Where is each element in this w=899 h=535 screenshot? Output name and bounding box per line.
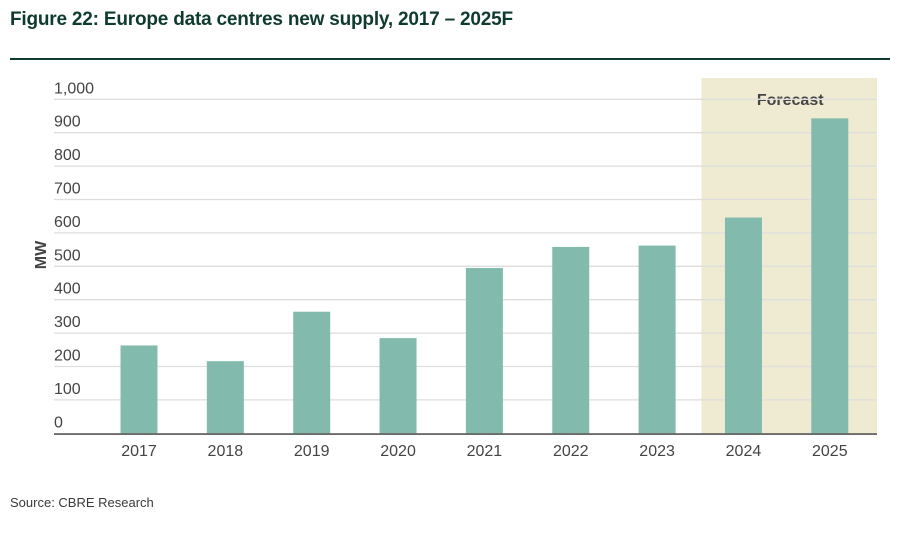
y-tick-label: 700	[54, 181, 81, 198]
bar-2017	[120, 345, 158, 434]
y-tick-label: 600	[54, 214, 81, 231]
forecast-label: Forecast	[757, 92, 824, 109]
x-tick-label: 2018	[208, 443, 244, 460]
y-tick-label: 800	[54, 147, 81, 164]
bar-2022	[552, 246, 590, 434]
x-tick-label: 2023	[639, 443, 675, 460]
x-tick-label: 2024	[726, 443, 762, 460]
x-tick-label: 2025	[812, 443, 848, 460]
bar-2021	[465, 267, 503, 434]
bar-2018	[206, 361, 244, 434]
bar-2023	[638, 245, 676, 434]
y-tick-label: 400	[54, 281, 81, 298]
bar-2024	[724, 217, 762, 434]
source-note: Source: CBRE Research	[10, 495, 154, 510]
y-axis-label: MW	[33, 240, 50, 269]
x-tick-label: 2019	[294, 443, 330, 460]
chart-title: Figure 22: Europe data centres new suppl…	[10, 9, 513, 30]
bar-2019	[293, 311, 331, 434]
y-tick-label: 300	[54, 314, 81, 331]
x-tick-label: 2017	[121, 443, 157, 460]
x-tick-label: 2021	[467, 443, 503, 460]
y-tick-label: 1,000	[54, 80, 94, 97]
title-divider	[10, 58, 890, 60]
bar-2020	[379, 338, 417, 434]
y-tick-label: 100	[54, 381, 81, 398]
y-tick-label: 0	[54, 414, 63, 431]
y-tick-label: 500	[54, 247, 81, 264]
x-tick-label: 2022	[553, 443, 589, 460]
x-tick-label: 2020	[380, 443, 416, 460]
bar-2025	[811, 118, 849, 434]
y-tick-label: 200	[54, 348, 81, 365]
y-tick-label: 900	[54, 114, 81, 131]
